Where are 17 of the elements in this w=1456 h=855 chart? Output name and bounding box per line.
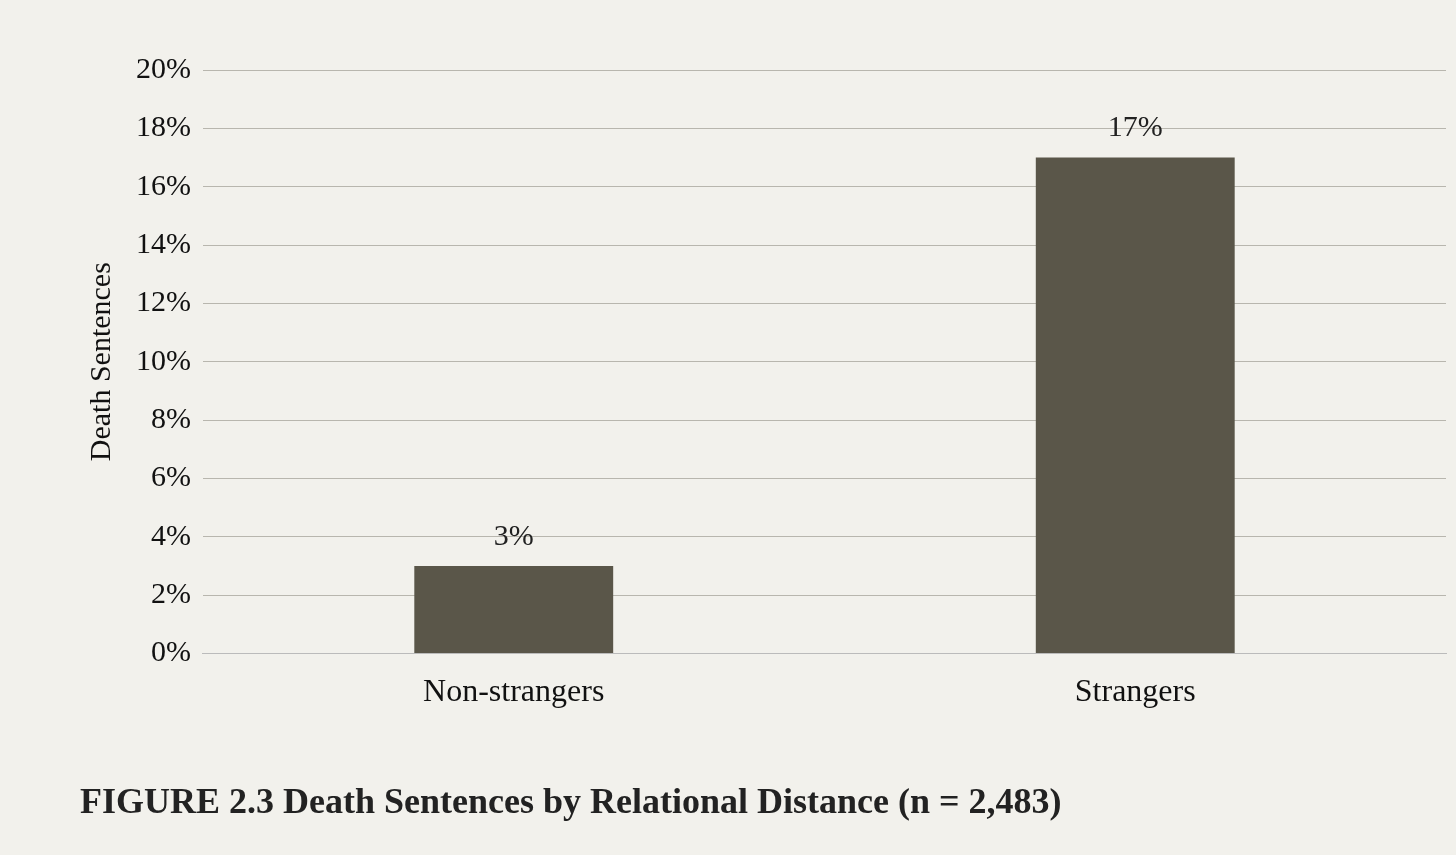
y-tick-label: 16% — [135, 167, 191, 201]
y-tick-label: 20% — [135, 50, 191, 84]
text: FIGURE 2.3 Death Sentences by Relational Distance (n = 2,483) — [80, 780, 1062, 821]
y-tick-label: 6% — [150, 459, 191, 493]
y-tick-label: 8% — [150, 400, 191, 434]
y-tick-label: 2% — [150, 575, 191, 609]
y-tick-label: 14% — [135, 225, 191, 259]
y-tick-label: 4% — [150, 517, 191, 551]
x-tick-label: Strangers — [1074, 672, 1196, 709]
y-tick-label: 10% — [135, 342, 191, 376]
y-tick-label: 18% — [135, 109, 191, 143]
y-tick-label: 0% — [150, 634, 191, 668]
y-tick-label: 12% — [135, 284, 191, 318]
data-label: 3% — [493, 517, 534, 551]
data-label: 17% — [1107, 109, 1163, 143]
y-axis-title: Death Sentences — [82, 262, 116, 462]
x-tick-label: Non-strangers — [423, 672, 605, 709]
